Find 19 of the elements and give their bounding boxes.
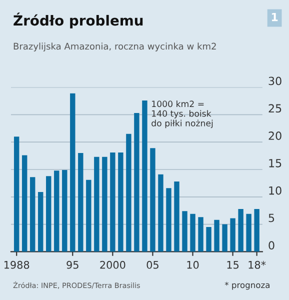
y-tick-label: 0: [268, 241, 274, 250]
x-tick-label: 2000: [100, 260, 126, 269]
chart-subtitle: Brazylijska Amazonia, roczna wycinka w km2: [14, 42, 216, 52]
y-tick-label: 25: [268, 104, 282, 113]
y-tick-label: 5: [268, 214, 274, 222]
x-tick-label: 95: [66, 260, 78, 269]
y-tick-label: 15: [269, 159, 282, 168]
x-tick-label: 18*: [248, 260, 266, 269]
y-tick-label: 20: [268, 132, 282, 140]
x-tick-label: 1988: [4, 260, 30, 269]
y-tick-label: 10: [269, 186, 282, 195]
y-tick-label: 30: [268, 76, 282, 86]
x-tick-label: 10: [187, 260, 199, 269]
text: * prognoza: [224, 282, 270, 290]
text: 1: [272, 12, 278, 22]
chart-title: Źródło problemu: [14, 12, 143, 28]
x-tick-label: 15: [227, 261, 238, 269]
x-tick-label: 05: [146, 260, 158, 269]
annotation: 1000 km2 = 140 tys. boisk do piłki nożnej: [152, 100, 213, 128]
